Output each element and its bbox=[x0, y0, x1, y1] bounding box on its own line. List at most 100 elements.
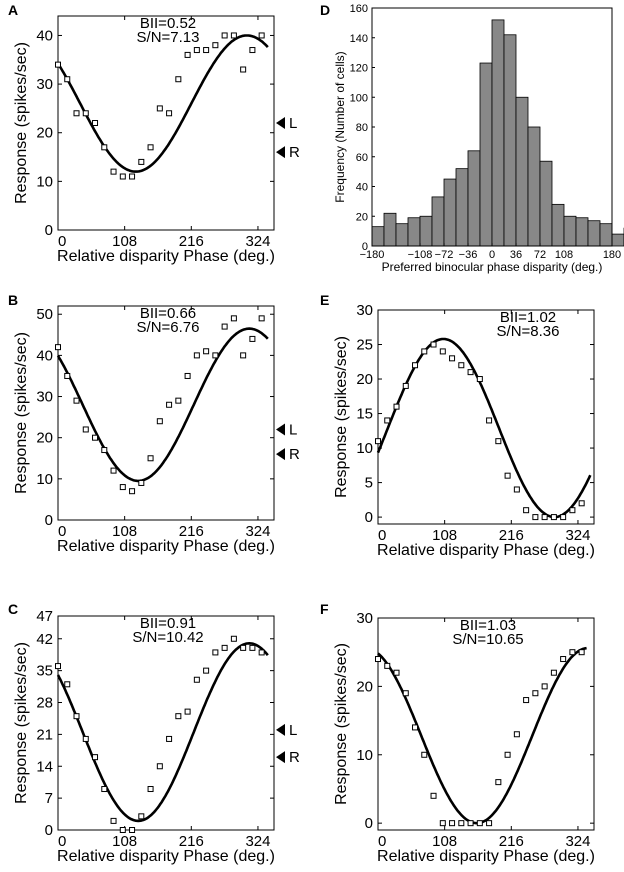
data-point bbox=[569, 649, 576, 656]
bii-value: BII=1.02 bbox=[500, 309, 556, 326]
y-tick-label: 30 bbox=[356, 302, 373, 319]
x-tick-label: 72 bbox=[534, 249, 546, 261]
data-point bbox=[156, 105, 163, 112]
data-point bbox=[384, 417, 391, 424]
data-point bbox=[467, 820, 474, 827]
monocular-marker-l bbox=[276, 423, 285, 436]
data-point bbox=[430, 341, 437, 348]
histogram-bar bbox=[443, 178, 457, 247]
data-point bbox=[258, 649, 265, 656]
panel-label: D bbox=[320, 2, 330, 18]
plot-frame bbox=[377, 309, 595, 525]
histogram-bar bbox=[539, 160, 553, 247]
data-point bbox=[504, 472, 511, 479]
panel-a: A 0 108 216 324 0 10 20 30 40 Relative disparity P… bbox=[8, 2, 300, 265]
x-tick-label: 324 bbox=[245, 233, 270, 250]
data-point bbox=[138, 479, 145, 486]
y-tick-label: 0 bbox=[365, 509, 373, 526]
data-point bbox=[193, 47, 200, 54]
data-point bbox=[467, 369, 474, 376]
data-point bbox=[101, 144, 108, 151]
sn-value: S/N=8.36 bbox=[497, 323, 560, 340]
data-point bbox=[184, 372, 191, 379]
y-axis-label: Frequency (Number of cells) bbox=[333, 51, 347, 202]
data-point bbox=[221, 323, 228, 330]
histogram-bar bbox=[419, 215, 433, 247]
data-point bbox=[449, 355, 456, 362]
monocular-label-r: R bbox=[289, 446, 300, 463]
data-point bbox=[249, 335, 256, 342]
x-tick-label: 108 bbox=[555, 249, 573, 261]
data-point bbox=[240, 352, 247, 359]
y-axis-label: Response (spikes/sec) bbox=[13, 332, 30, 494]
data-point bbox=[129, 488, 136, 495]
x-tick-label: −36 bbox=[459, 249, 478, 261]
y-tick-label: 80 bbox=[356, 122, 368, 134]
data-point bbox=[175, 397, 182, 404]
data-point bbox=[156, 418, 163, 425]
data-point bbox=[101, 786, 108, 793]
monocular-label-r: R bbox=[289, 144, 300, 161]
y-tick-label: 60 bbox=[356, 152, 368, 164]
data-point bbox=[138, 813, 145, 820]
data-point bbox=[129, 827, 136, 833]
data-point bbox=[82, 735, 89, 742]
data-point bbox=[166, 735, 173, 742]
histogram-bar bbox=[491, 19, 505, 247]
data-point bbox=[230, 32, 237, 39]
data-point bbox=[258, 315, 265, 322]
data-point bbox=[458, 362, 465, 369]
data-point bbox=[166, 401, 173, 408]
histogram-bar bbox=[611, 233, 624, 247]
y-tick-label: 10 bbox=[36, 471, 53, 488]
y-tick-label: 42 bbox=[36, 631, 53, 648]
histogram-bar bbox=[551, 203, 565, 247]
x-tick-label: 108 bbox=[432, 527, 457, 544]
monocular-marker-r bbox=[276, 146, 285, 159]
histogram-bar bbox=[599, 223, 613, 247]
data-point bbox=[421, 348, 428, 355]
data-point bbox=[55, 344, 61, 351]
data-point bbox=[138, 158, 145, 165]
x-axis-label: Relative disparity Phase (deg.) bbox=[57, 848, 275, 865]
data-point bbox=[110, 168, 117, 175]
x-tick-label: 0 bbox=[489, 249, 495, 261]
data-point bbox=[532, 514, 539, 521]
x-tick-label: 108 bbox=[112, 833, 137, 850]
data-point bbox=[55, 663, 61, 670]
x-tick-label: 108 bbox=[432, 833, 457, 850]
data-point bbox=[110, 467, 117, 474]
y-tick-label: 35 bbox=[36, 663, 53, 680]
sn-value: S/N=10.42 bbox=[132, 629, 203, 646]
panel-b: B 0 108 216 324 0 10 20 30 40 50 Relative disparity… bbox=[8, 292, 300, 555]
fit-curve bbox=[56, 327, 269, 483]
data-point bbox=[73, 713, 80, 720]
data-point bbox=[221, 32, 228, 39]
data-point bbox=[513, 731, 520, 738]
histogram-bar bbox=[467, 150, 481, 247]
data-point bbox=[569, 507, 576, 514]
y-tick-label: 30 bbox=[356, 610, 373, 627]
data-point bbox=[550, 669, 557, 676]
fit-curve bbox=[376, 337, 592, 519]
x-axis-label: Relative disparity Phase (deg.) bbox=[377, 848, 595, 865]
x-tick-label: 0 bbox=[58, 233, 66, 250]
x-tick-label: 0 bbox=[58, 523, 66, 540]
y-tick-label: 20 bbox=[356, 678, 373, 695]
histogram-bar bbox=[515, 96, 529, 247]
data-point bbox=[393, 669, 400, 676]
data-point bbox=[476, 376, 483, 383]
y-tick-label: 100 bbox=[350, 92, 368, 104]
data-point bbox=[175, 76, 182, 83]
histogram-bar bbox=[431, 196, 445, 247]
panel-f: F 0 108 216 324 0 10 20 30 Relative disparity Pha… bbox=[320, 601, 595, 865]
x-tick-label: 216 bbox=[179, 233, 204, 250]
histogram-bar bbox=[527, 126, 541, 247]
fit-curve bbox=[56, 641, 269, 823]
data-point bbox=[375, 438, 381, 445]
data-point bbox=[184, 708, 191, 715]
data-point bbox=[249, 47, 256, 54]
data-point bbox=[119, 827, 126, 833]
data-point bbox=[504, 751, 511, 758]
data-point bbox=[541, 514, 548, 521]
